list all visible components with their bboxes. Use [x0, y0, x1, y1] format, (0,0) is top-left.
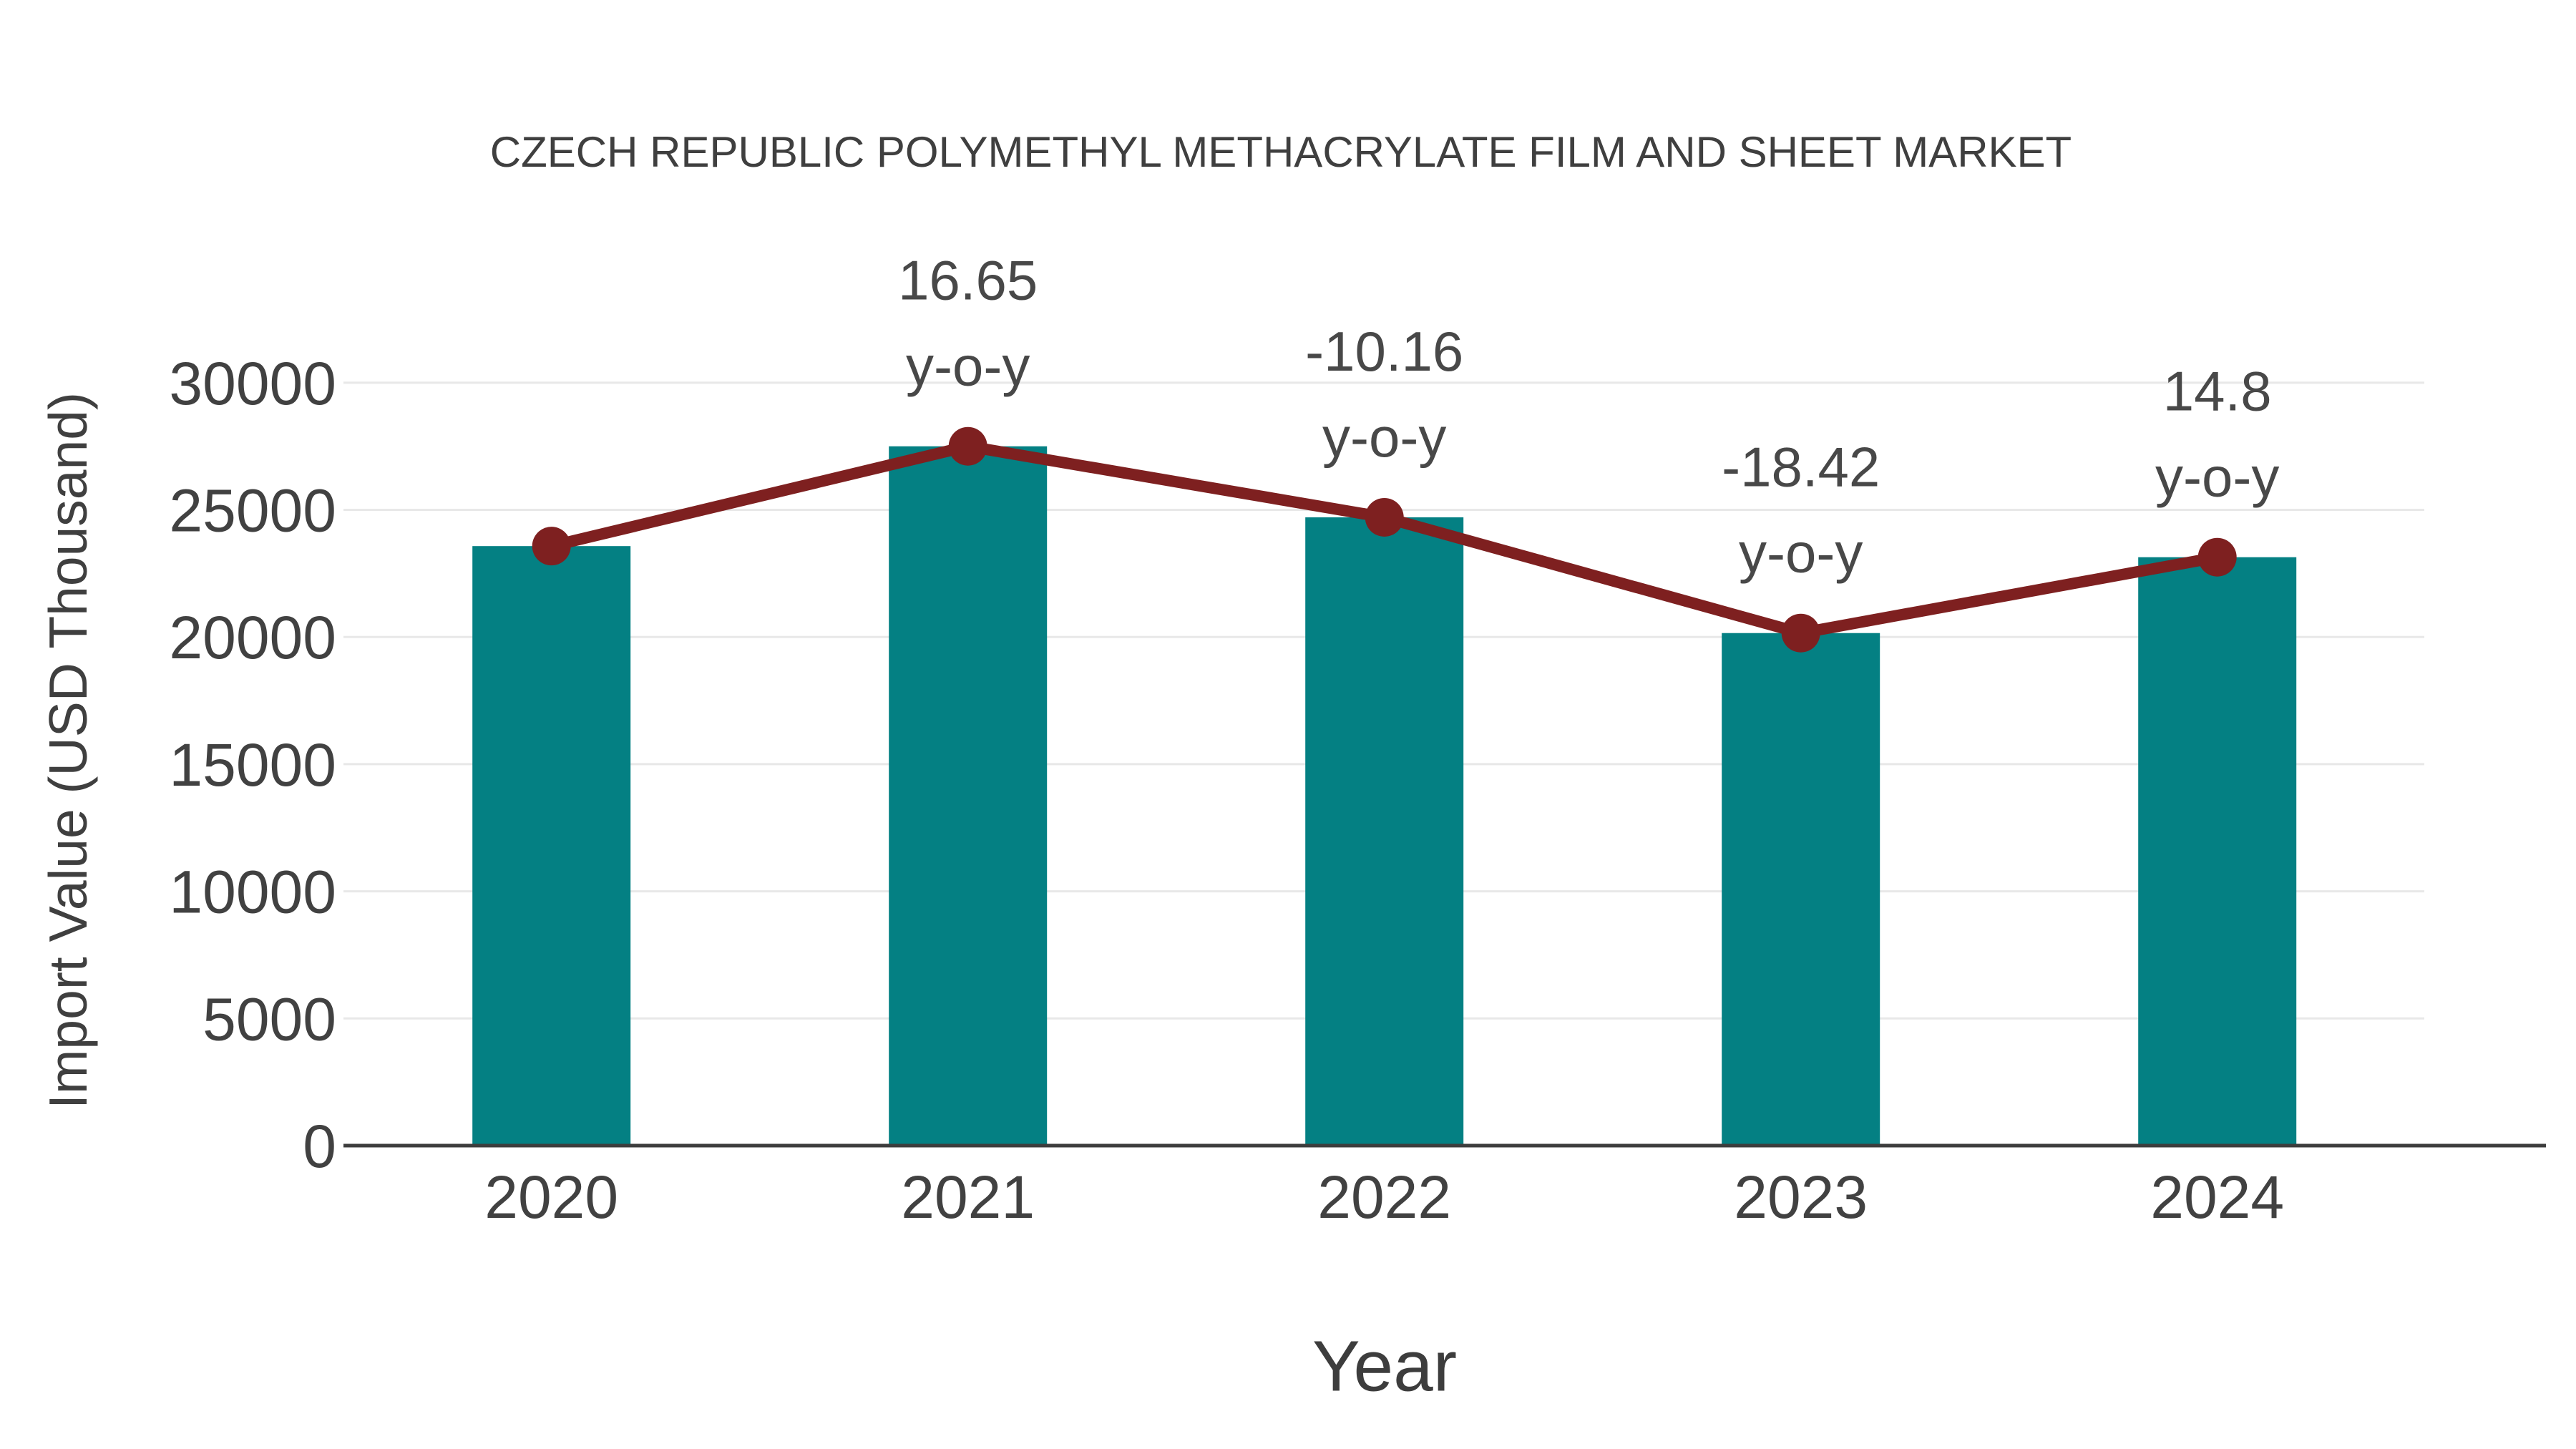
bar-2021: [889, 446, 1048, 1146]
bar-2020: [472, 546, 631, 1146]
annotation-suffix-2023: y-o-y: [1739, 522, 1863, 585]
annotation-value-2023: -18.42: [1722, 436, 1880, 499]
bar-2022: [1305, 517, 1464, 1146]
data-point-2020: [532, 527, 571, 566]
annotation-suffix-2021: y-o-y: [906, 335, 1030, 398]
x-tick-label: 2022: [1317, 1163, 1451, 1231]
x-tick-label: 2021: [901, 1163, 1035, 1231]
y-tick-label: 15000: [169, 731, 336, 799]
y-tick-label: 0: [303, 1113, 336, 1180]
data-point-2022: [1365, 497, 1404, 537]
data-point-2021: [948, 426, 987, 466]
y-tick-label: 25000: [169, 477, 336, 545]
y-tick-label: 20000: [169, 604, 336, 671]
y-tick-label: 5000: [203, 985, 336, 1053]
x-tick-label: 2024: [2150, 1163, 2284, 1231]
annotation-value-2021: 16.65: [898, 249, 1038, 312]
y-tick-label: 10000: [169, 859, 336, 926]
x-tick-label: 2023: [1734, 1163, 1868, 1231]
y-tick-label: 30000: [169, 350, 336, 417]
x-tick-label: 2020: [484, 1163, 618, 1231]
data-point-2023: [1781, 613, 1820, 653]
annotation-suffix-2024: y-o-y: [2155, 446, 2279, 509]
bar-2023: [1722, 633, 1880, 1146]
annotation-suffix-2022: y-o-y: [1322, 406, 1446, 469]
annotation-value-2022: -10.16: [1305, 320, 1463, 383]
annotation-value-2024: 14.8: [2163, 360, 2272, 423]
chart-title: CZECH REPUBLIC POLYMETHYL METHACRYLATE F…: [489, 128, 2072, 176]
x-axis-title: Year: [1312, 1326, 1458, 1407]
data-point-2024: [2197, 537, 2237, 577]
bar-2024: [2138, 557, 2297, 1146]
